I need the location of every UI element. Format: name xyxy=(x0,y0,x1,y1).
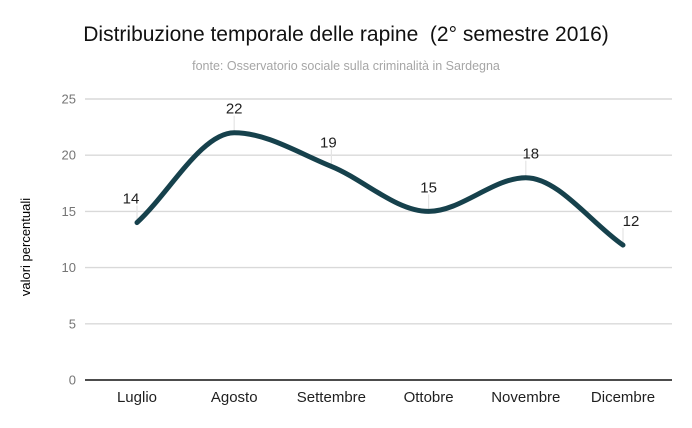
data-point-label: 12 xyxy=(623,213,640,230)
y-tick-label: 0 xyxy=(69,373,76,388)
data-point-label: 18 xyxy=(522,146,539,163)
y-axis-title: valori percentuali xyxy=(18,198,33,296)
chart-title: Distribuzione temporale delle rapine (2°… xyxy=(83,23,609,46)
y-tick-label: 5 xyxy=(69,316,76,331)
x-axis-label: Agosto xyxy=(211,389,258,406)
x-axis-label: Dicembre xyxy=(591,389,655,406)
data-point-label: 19 xyxy=(320,134,337,151)
data-point-label: 22 xyxy=(226,101,243,118)
chart-subtitle: fonte: Osservatorio sociale sulla crimin… xyxy=(192,59,500,73)
y-tick-label: 25 xyxy=(62,92,76,107)
data-point-label: 15 xyxy=(420,179,437,196)
x-axis-label: Luglio xyxy=(117,389,157,406)
series-line xyxy=(134,130,626,248)
y-tick-label: 10 xyxy=(62,260,76,275)
x-axis-label: Settembre xyxy=(297,389,366,406)
y-tick-label: 20 xyxy=(62,148,76,163)
x-axis-label: Novembre xyxy=(491,389,560,406)
y-tick-label: 15 xyxy=(62,204,76,219)
data-point-label: 14 xyxy=(123,191,140,208)
x-axis-label: Ottobre xyxy=(404,389,454,406)
